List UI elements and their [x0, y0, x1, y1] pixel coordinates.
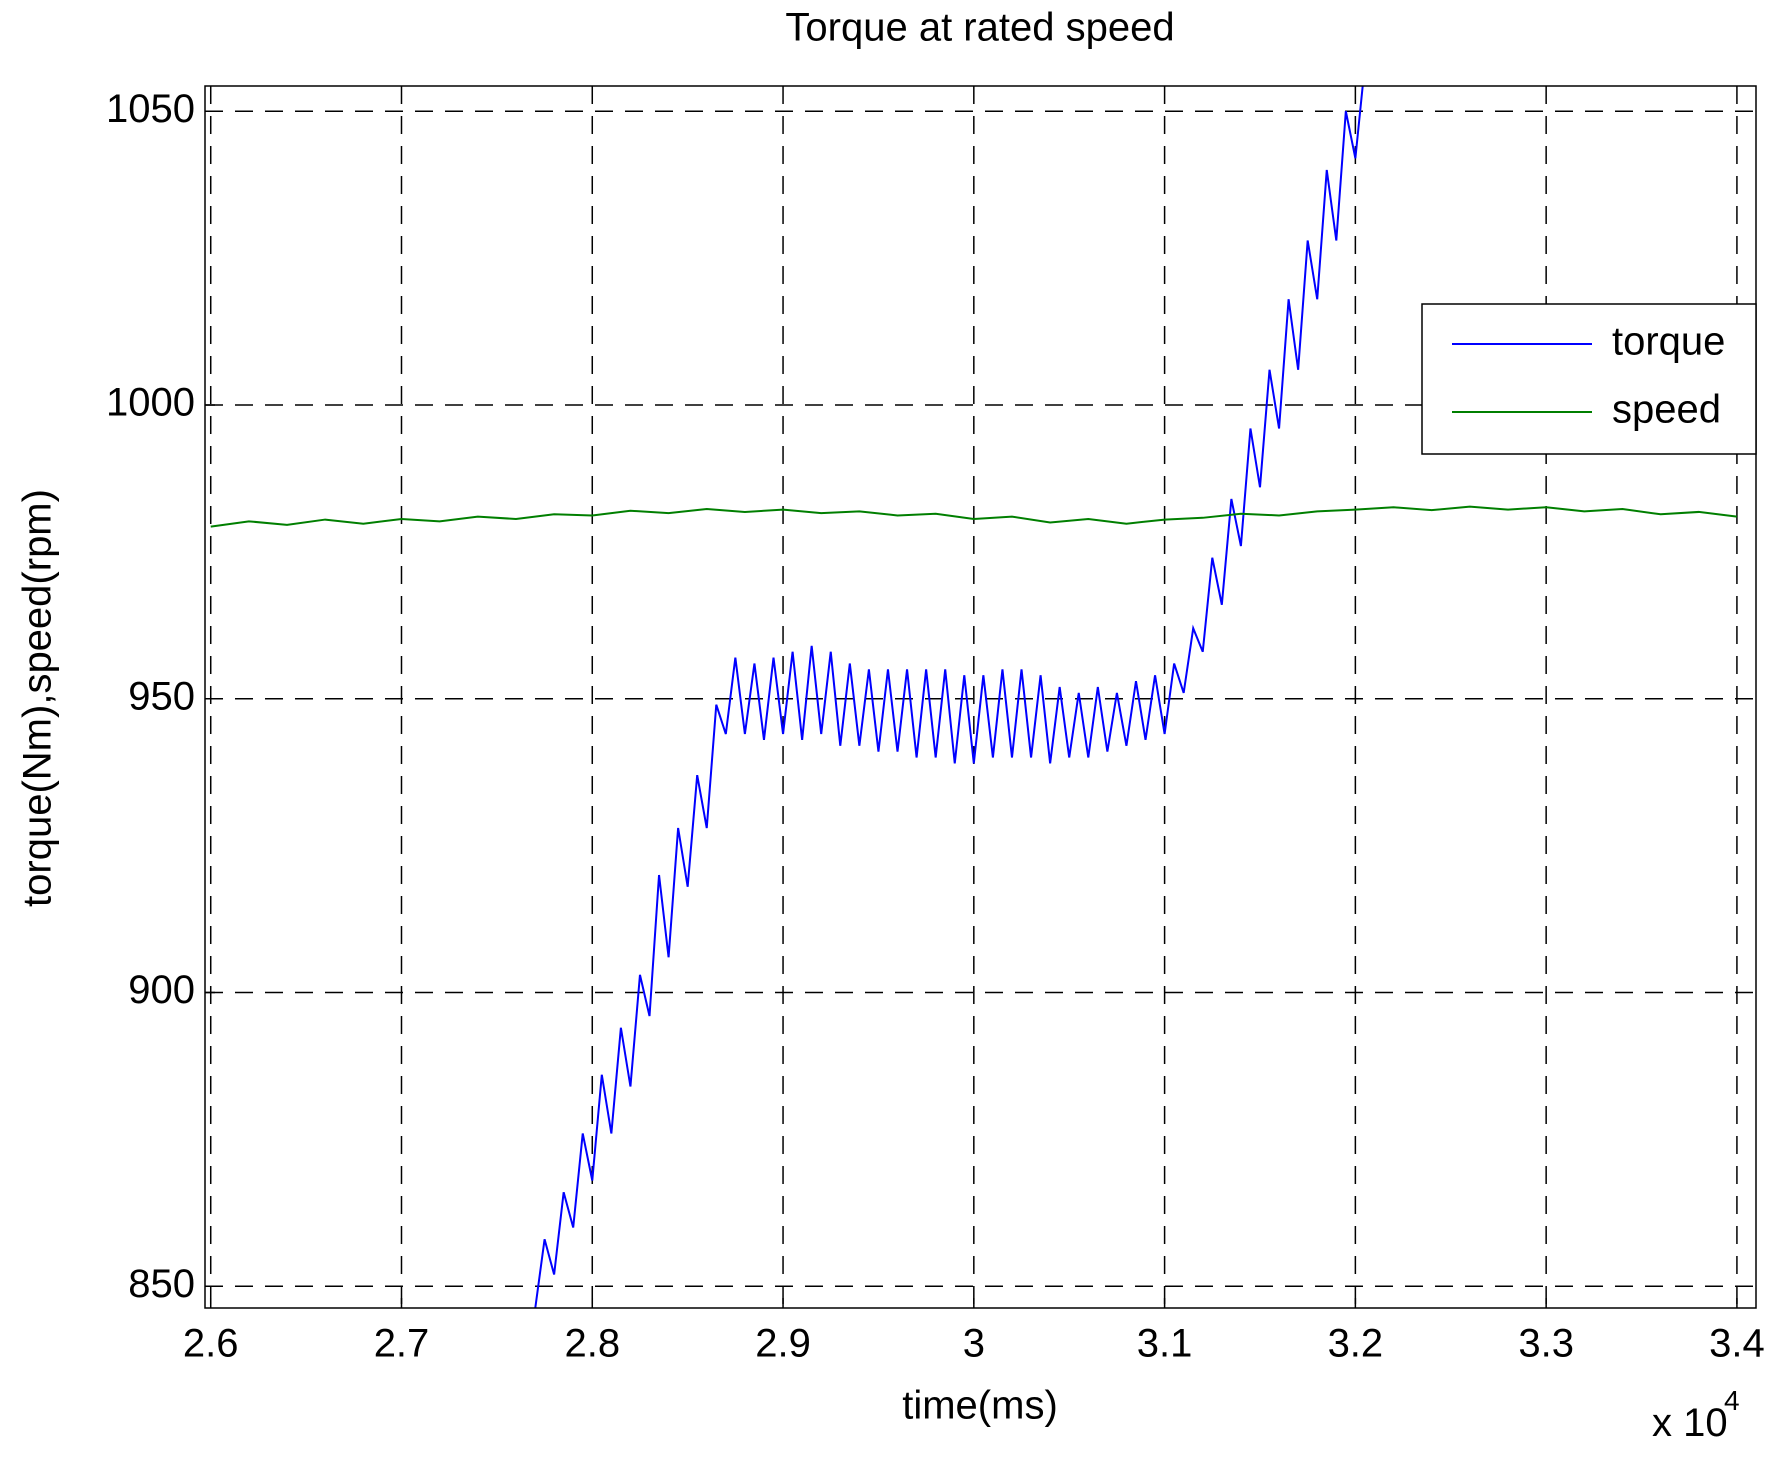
y-tick-label: 1050: [106, 87, 195, 131]
plot-lines: [210, 86, 1738, 1308]
x-tick-label: 3.1: [1137, 1322, 1193, 1366]
plot-frame: [204, 85, 1757, 1309]
x-tick-label: 3.2: [1328, 1322, 1384, 1366]
x-axis-label: time(ms): [902, 1384, 1058, 1428]
data-line: [534, 86, 1364, 1308]
y-axis-label: torque(Nm),speed(rpm): [16, 489, 60, 907]
x-multiplier: x 10: [1652, 1401, 1728, 1445]
x-tick-label: 2.7: [374, 1322, 430, 1366]
x-tick-label: 3.3: [1518, 1322, 1574, 1366]
x-tick-label: 2.9: [755, 1322, 811, 1366]
legend-label: torque: [1612, 320, 1725, 364]
x-tick-label: 3: [963, 1322, 985, 1366]
y-tick-label: 1000: [106, 381, 195, 425]
y-tick-label: 850: [128, 1262, 195, 1306]
y-tick-label: 950: [128, 674, 195, 718]
legend-box: [1421, 303, 1757, 455]
x-tick-label: 2.6: [183, 1322, 239, 1366]
data-line: [210, 505, 1738, 528]
x-tick-label: 2.8: [564, 1322, 620, 1366]
chart-title: Torque at rated speed: [785, 6, 1174, 50]
x-tick-label: 3.4: [1709, 1322, 1765, 1366]
x-multiplier-exponent: 4: [1724, 1385, 1740, 1416]
y-tick-label: 900: [128, 968, 195, 1012]
legend-label: speed: [1612, 388, 1721, 432]
